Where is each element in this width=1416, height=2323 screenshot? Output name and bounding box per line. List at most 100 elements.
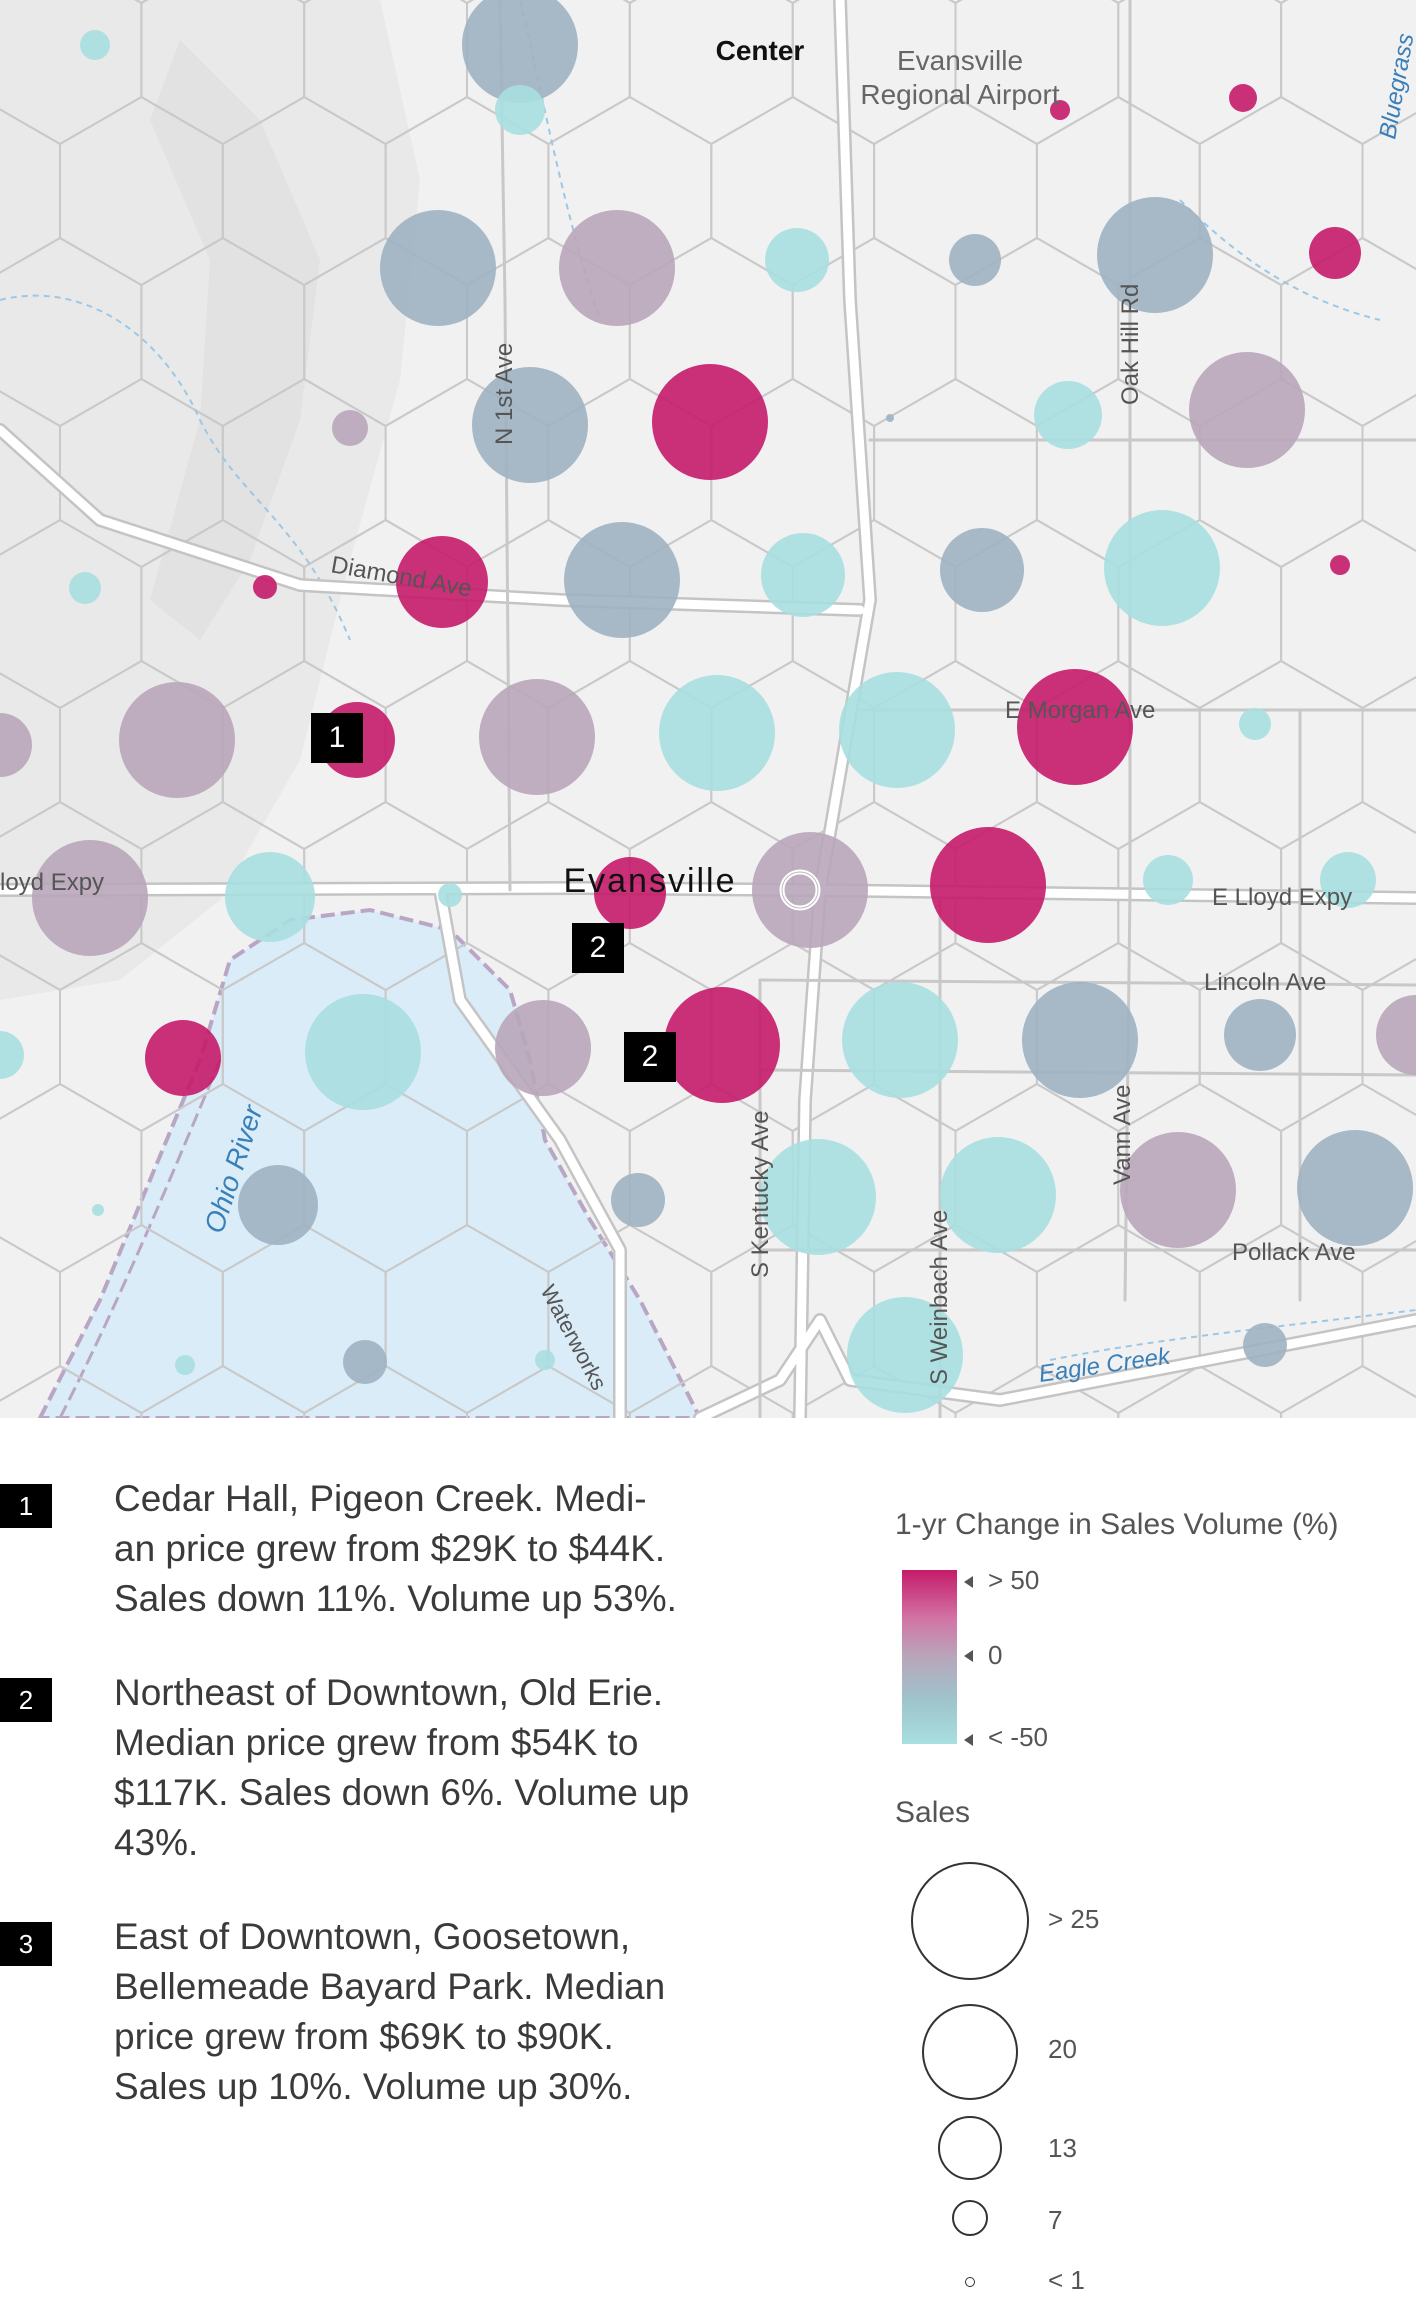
legend: 1-yr Change in Sales Volume (%) > 50 0 <… [890,1500,1390,2320]
hex-bubble[interactable] [1224,999,1296,1071]
legend-size-tick: 20 [1048,2034,1077,2064]
note-text: East of Downtown, Goosetown, Bellemeade … [114,1916,666,2107]
hex-bubble[interactable] [0,713,32,777]
hex-bubble[interactable] [1017,669,1133,785]
hex-bubble[interactable] [92,1204,104,1216]
hex-bubble[interactable] [559,210,675,326]
label-vann-ave: Vann Ave [1109,1084,1136,1185]
marker-2b[interactable]: 2 [624,1032,676,1082]
hex-bubble[interactable] [930,827,1046,943]
label-lincoln-ave: Lincoln Ave [1204,969,1326,996]
size-circle-1 [965,2277,975,2287]
hex-bubble[interactable] [1330,555,1350,575]
hex-bubble[interactable] [761,533,845,617]
legend-color-title: 1-yr Change in Sales Volume (%) [895,1508,1339,1541]
hex-bubble[interactable] [1050,100,1070,120]
hex-bubble[interactable] [253,575,277,599]
hex-bubble[interactable] [119,682,235,798]
hex-bubble[interactable] [225,852,315,942]
hex-bubble[interactable] [0,1031,24,1079]
hex-bubble[interactable] [1229,84,1257,112]
hex-cell [628,1364,794,1418]
legend-color-tick: > 50 [988,1565,1040,1595]
label-s-kentucky-ave: S Kentucky Ave [747,1110,774,1278]
size-circle-20 [922,2004,1018,2100]
hex-bubble[interactable] [886,414,894,422]
note-text: Cedar Hall, Pigeon Creek. Medi- an price… [114,1478,677,1619]
hex-bubble[interactable] [472,367,588,483]
hex-bubble[interactable] [842,982,958,1098]
hex-bubble[interactable] [396,536,488,628]
legend-color-tick: < -50 [988,1722,1048,1752]
hex-bubble[interactable] [1034,381,1102,449]
legend-size-tick: > 25 [1048,1904,1100,1934]
legend-tick-marker [964,1734,973,1746]
legend-size-tick: 13 [1048,2133,1077,2163]
hex-bubble[interactable] [1097,197,1213,313]
hex-bubble[interactable] [1022,982,1138,1098]
hex-bubble[interactable] [760,1139,876,1255]
marker-2a[interactable]: 2 [572,923,624,973]
hex-bubble[interactable] [145,1020,221,1096]
legend-tick-marker [964,1650,973,1662]
size-circle-13 [938,2116,1002,2180]
hex-bubble[interactable] [438,883,462,907]
hex-bubble[interactable] [765,228,829,292]
size-circle-25 [911,1862,1029,1980]
note-badge: 3 [0,1922,52,1966]
label-s-weinbach-ave: S Weinbach Ave [926,1210,953,1385]
hex-bubble[interactable] [479,679,595,795]
hex-bubble[interactable] [940,528,1024,612]
hex-bubble[interactable] [1104,510,1220,626]
hex-bubble[interactable] [80,30,110,60]
hex-bubble[interactable] [1239,708,1271,740]
hex-bubble[interactable] [847,1297,963,1413]
legend-size-tick: < 1 [1048,2265,1085,2295]
hex-bubble[interactable] [32,840,148,956]
hex-bubble[interactable] [611,1173,665,1227]
hex-bubble[interactable] [462,0,578,103]
legend-tick-marker [964,1576,973,1588]
hex-bubble[interactable] [940,1137,1056,1253]
hex-bubble[interactable] [664,987,780,1103]
hex-bubble[interactable] [1376,995,1416,1075]
note-badge: 1 [0,1484,52,1528]
hex-bubble[interactable] [1143,855,1193,905]
hex-bubble[interactable] [343,1340,387,1384]
hex-bubble[interactable] [238,1165,318,1245]
hex-bubble[interactable] [332,410,368,446]
note-badge: 2 [0,1678,52,1722]
hex-bubble[interactable] [839,672,955,788]
map-canvas: Center Evansville Regional Airport Evansv… [0,0,1416,1418]
legend-color-tick: 0 [988,1640,1003,1670]
hex-bubble[interactable] [495,85,545,135]
hex-bubble[interactable] [652,364,768,480]
hex-cell [0,1364,143,1418]
label-center: Center [716,35,805,66]
hex-bubble[interactable] [495,1000,591,1096]
hex-cell [1280,1364,1416,1418]
map[interactable]: Center Evansville Regional Airport Evansv… [0,0,1416,1418]
hex-bubble[interactable] [380,210,496,326]
hex-bubble[interactable] [175,1355,195,1375]
label-lloyd-west: loyd Expy [0,869,104,896]
hex-bubble[interactable] [535,1350,555,1370]
hex-bubble[interactable] [752,832,868,948]
note-text: Northeast of Downtown, Old Erie. Median … [114,1672,690,1863]
hex-bubble[interactable] [594,857,666,929]
hex-bubble[interactable] [1120,1132,1236,1248]
hex-bubble[interactable] [1297,1130,1413,1246]
hex-bubble[interactable] [1243,1323,1287,1367]
marker-1[interactable]: 1 [311,713,363,763]
hex-bubble[interactable] [659,675,775,791]
hex-bubble[interactable] [949,234,1001,286]
legend-size-tick: 7 [1048,2205,1063,2235]
hex-bubble[interactable] [69,572,101,604]
hex-bubble[interactable] [305,994,421,1110]
hex-bubble[interactable] [1309,227,1361,279]
hex-bubble[interactable] [564,522,680,638]
hex-bubble[interactable] [1320,852,1376,908]
label-n-1st-ave: N 1st Ave [491,343,518,445]
label-city: Evansville [563,862,736,900]
hex-bubble[interactable] [1189,352,1305,468]
